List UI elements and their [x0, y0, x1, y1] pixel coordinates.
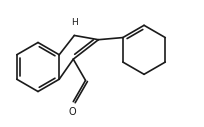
Text: O: O [69, 107, 76, 117]
Text: H: H [71, 18, 78, 27]
